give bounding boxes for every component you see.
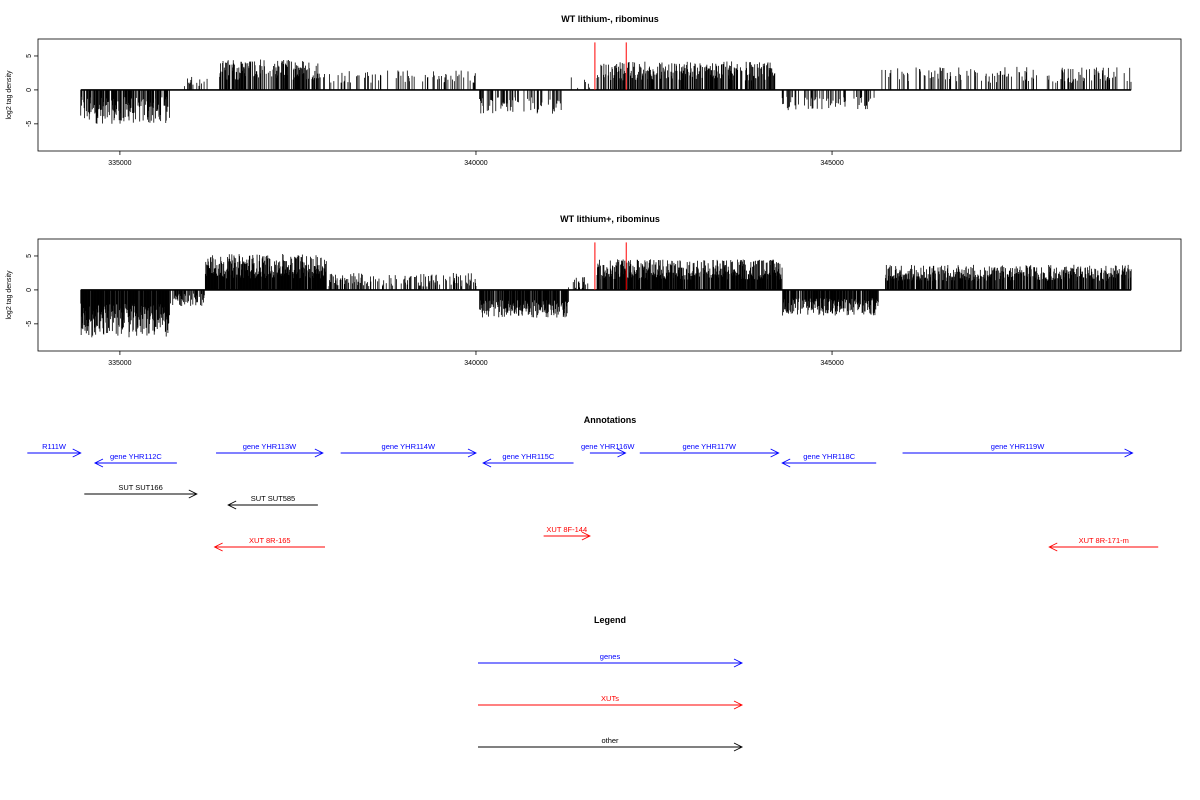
- legend-items: genes XUTs other: [478, 652, 744, 752]
- annotation-xut-arrow: XUT 8R-171-m: [1048, 536, 1159, 552]
- density-panel-lithium-plus: WT lithium+, ribominus 335000 340000 34500…: [6, 214, 1182, 367]
- annotation-gene-arrow: gene YHR112C: [93, 452, 177, 468]
- annotation-gene-arrow: gene YHR114W: [340, 442, 477, 458]
- annotation-label: gene YHR119W: [991, 442, 1045, 451]
- annotation-gene-arrow: R111W: [27, 442, 82, 458]
- annotation-label: gene YHR114W: [382, 442, 436, 451]
- annotation-items: R111W gene YHR112C gene YHR113W gene YHR114…: [27, 442, 1159, 552]
- annotation-gene-arrow: gene YHR113W: [216, 442, 324, 458]
- annotation-label: SUT SUT585: [251, 494, 295, 503]
- annotations-track: Annotations R111W gene YHR112C gene YHR113…: [27, 415, 1159, 552]
- annotation-label: R111W: [42, 442, 67, 451]
- panel-title: WT lithium+, ribominus: [560, 214, 660, 224]
- annotation-label: gene YHR112C: [110, 452, 162, 461]
- x-tick-label: 345000: [820, 360, 843, 367]
- annotation-label: SUT SUT166: [118, 483, 162, 492]
- y-tick-label: -5: [26, 121, 33, 127]
- annotations-title: Annotations: [584, 415, 637, 425]
- annotation-label: gene YHR116W: [581, 442, 635, 451]
- annotation-label: gene YHR118C: [803, 452, 855, 461]
- plot-frame: [37, 38, 1182, 152]
- legend-entry-xut: XUTs: [478, 694, 744, 710]
- annotation-label: gene YHR117W: [682, 442, 736, 451]
- annotation-label: gene YHR113W: [243, 442, 297, 451]
- annotation-label: XUT 8R-165: [249, 536, 291, 545]
- x-tick-label: 340000: [464, 360, 487, 367]
- x-tick-label: 340000: [464, 160, 487, 167]
- annotation-other-arrow: SUT SUT585: [227, 494, 318, 510]
- x-tick-label: 335000: [108, 360, 131, 367]
- annotation-label: gene YHR115C: [502, 452, 554, 461]
- annotation-label: XUT 8F-144: [546, 525, 587, 534]
- axes: 335000 340000 345000 -5 0 5: [26, 54, 844, 167]
- plot-frame: [37, 238, 1182, 352]
- annotation-other-arrow: SUT SUT166: [84, 483, 198, 499]
- panel-title: WT lithium-, ribominus: [561, 14, 659, 24]
- density-panel-lithium-minus: WT lithium-, ribominus 335000 340000 34500…: [6, 14, 1182, 167]
- annotation-gene-arrow: gene YHR118C: [781, 452, 877, 468]
- annotation-gene-arrow: gene YHR117W: [639, 442, 780, 458]
- annotation-label: XUT 8R-171-m: [1079, 536, 1129, 545]
- y-tick-label: -5: [26, 321, 33, 327]
- density-bars: [80, 42, 1132, 124]
- density-bars: [80, 242, 1132, 338]
- legend-entry-gene: genes: [478, 652, 744, 668]
- y-tick-label: 5: [26, 254, 33, 258]
- annotation-label: XUTs: [601, 694, 619, 703]
- annotation-label: genes: [600, 652, 621, 661]
- y-tick-label: 0: [26, 88, 33, 92]
- legend-entry-other: other: [478, 736, 744, 752]
- annotation-label: other: [601, 736, 619, 745]
- y-tick-label: 0: [26, 288, 33, 292]
- legend: Legend genes XUTs other: [478, 615, 744, 752]
- y-tick-label: 5: [26, 54, 33, 58]
- annotation-gene-arrow: gene YHR119W: [902, 442, 1134, 458]
- annotation-xut-arrow: XUT 8F-144: [543, 525, 591, 541]
- y-axis-label: log2 tag density: [6, 70, 13, 120]
- annotation-gene-arrow: gene YHR115C: [482, 452, 574, 468]
- x-tick-label: 345000: [820, 160, 843, 167]
- annotation-xut-arrow: XUT 8R-165: [213, 536, 325, 552]
- x-tick-label: 335000: [108, 160, 131, 167]
- axes: 335000 340000 345000 -5 0 5: [26, 254, 844, 367]
- annotation-gene-arrow: gene YHR116W: [581, 442, 635, 458]
- y-axis-label: log2 tag density: [6, 270, 13, 320]
- legend-title: Legend: [594, 615, 626, 625]
